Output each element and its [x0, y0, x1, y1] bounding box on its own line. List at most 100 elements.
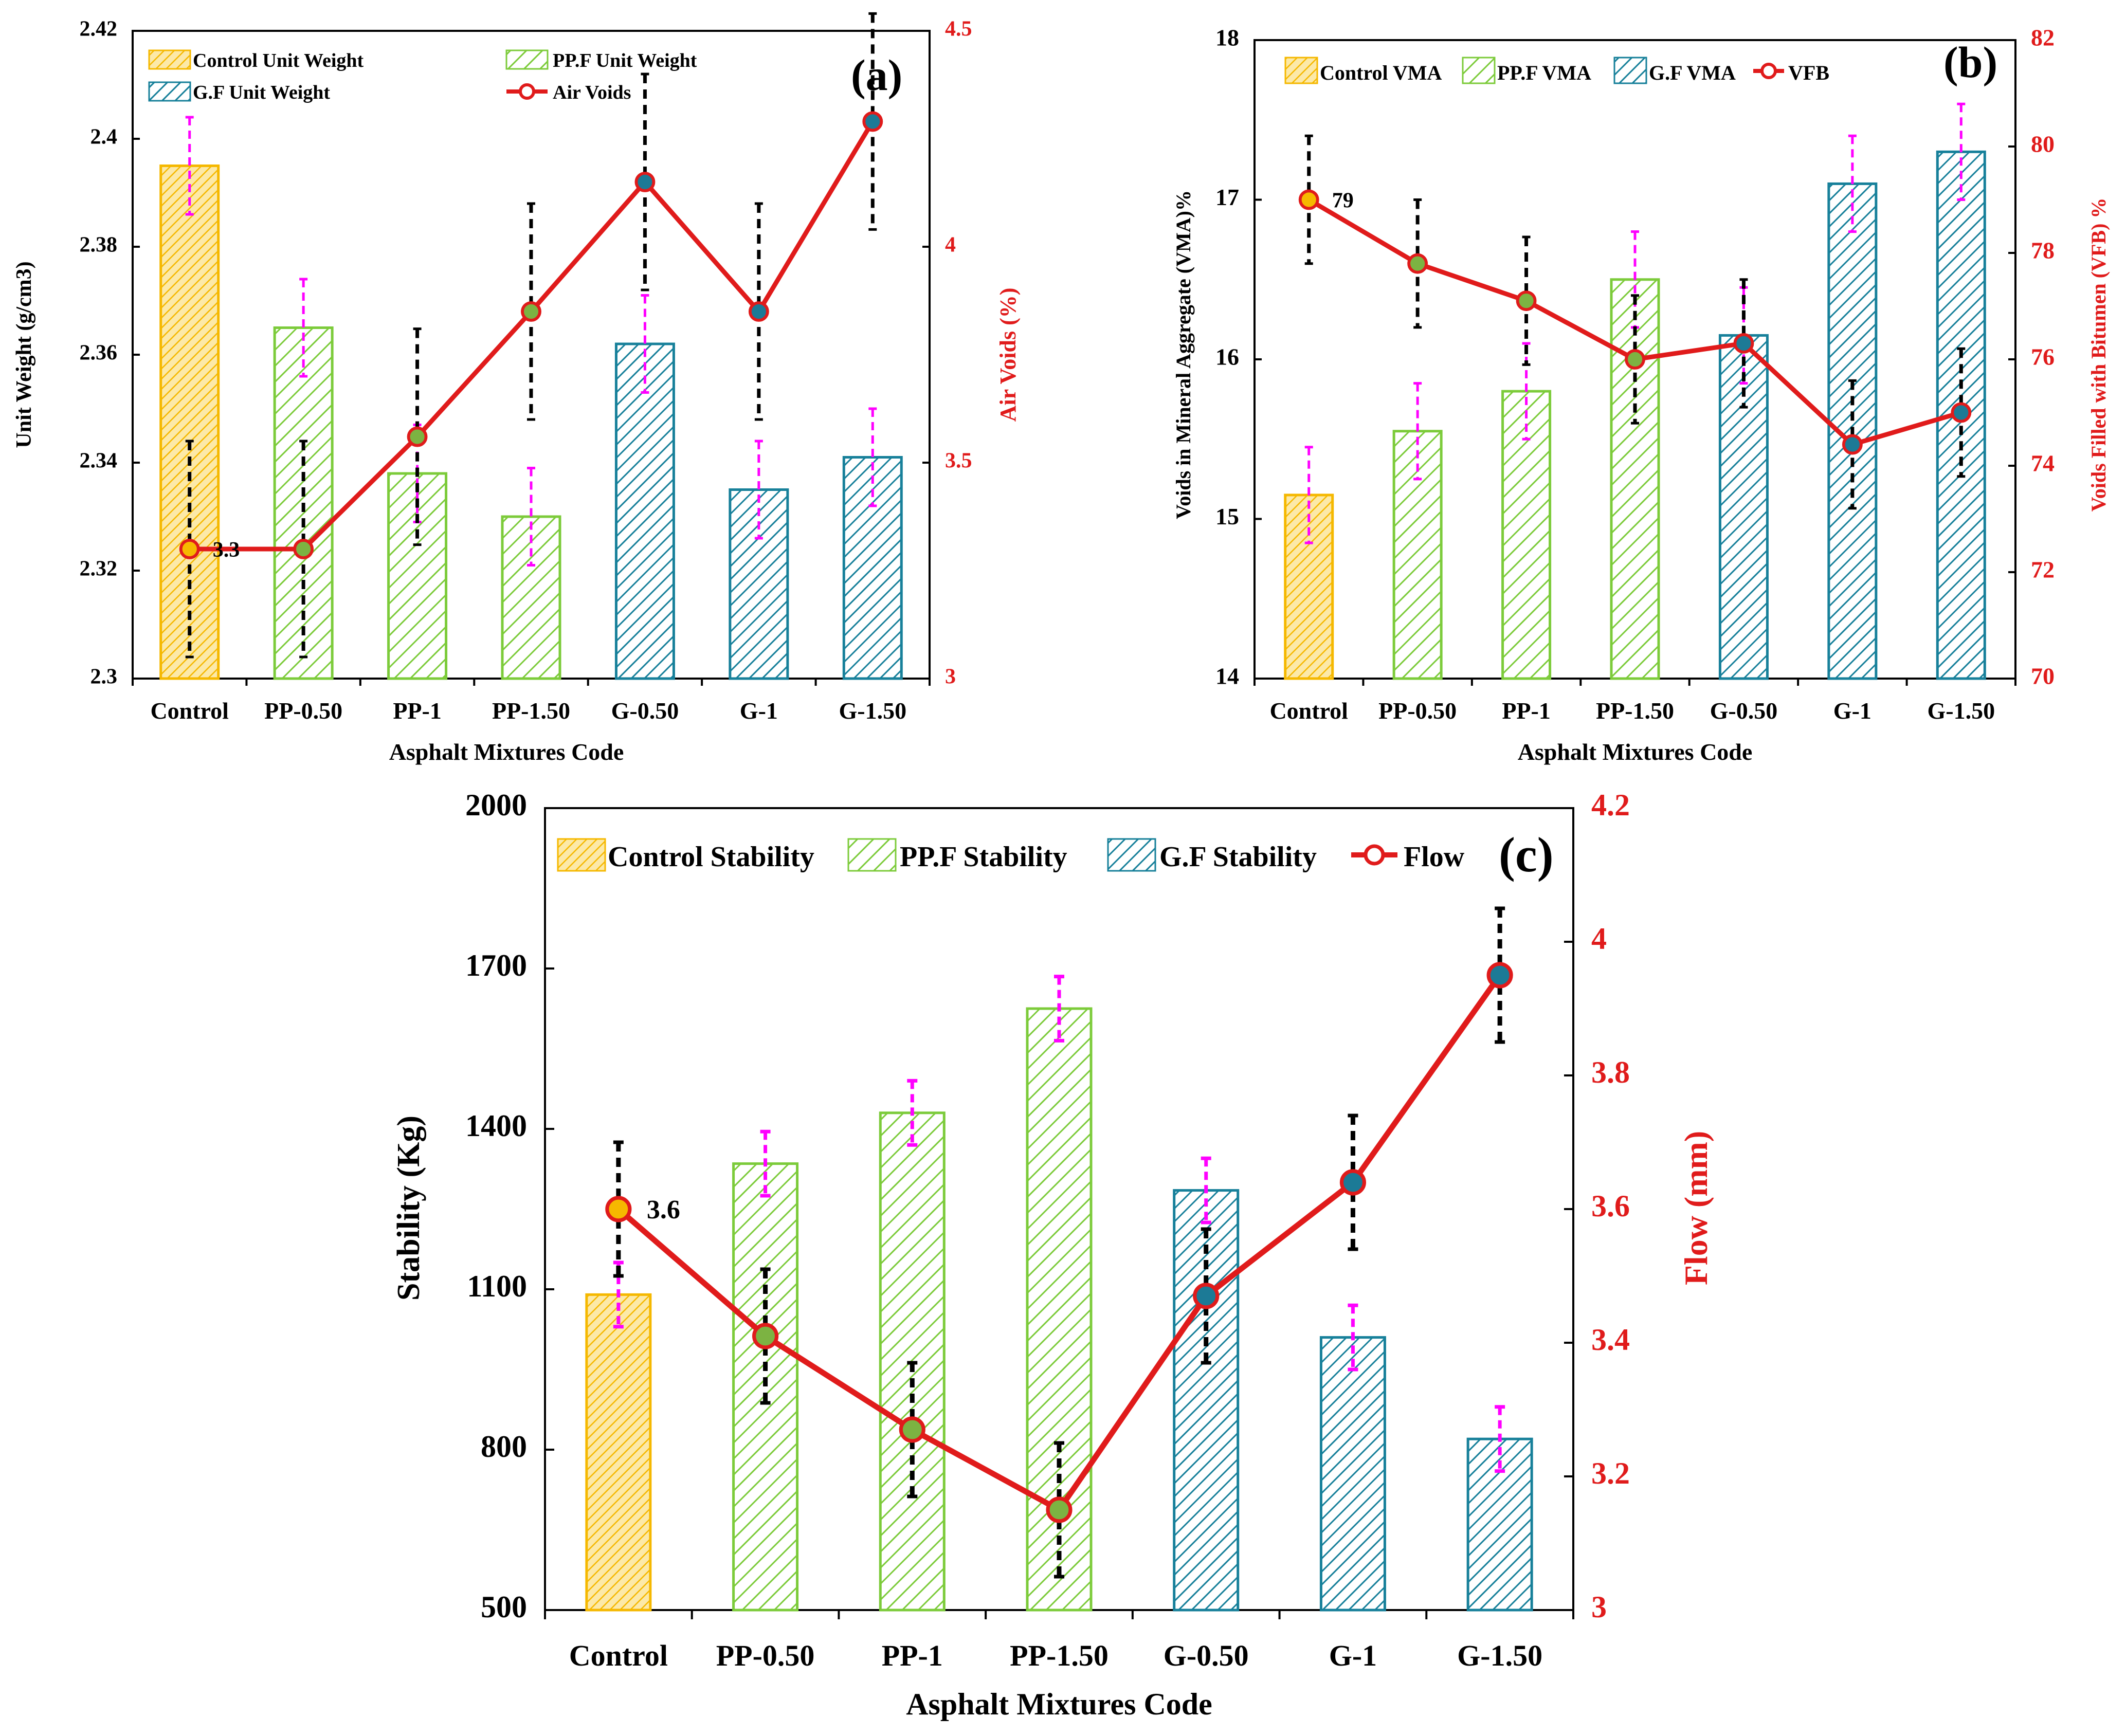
chart-panel-a: 2.3 2.32 2.34 2.36 2.38 2.4 2.42 3 3.5 4 4.5 Cont… [12, 12, 1021, 765]
bar-pp-1 [879, 1111, 946, 1612]
chart-panel-b: 14 15 16 17 18 70 72 74 76 78 80 82 Control PP-0.50… [1172, 25, 2110, 765]
bar-g-0-50 [1718, 334, 1769, 680]
bar-error-bar [299, 278, 308, 378]
x-tick-label: PP-1 [1502, 698, 1551, 724]
line-point [634, 172, 656, 192]
bar-pp-1 [1501, 390, 1552, 680]
y-tick-label: 2.4 [90, 125, 118, 149]
y-axis-title: Voids in Mineral Aggregate (VMA)% [1172, 190, 1195, 519]
line-point [1951, 402, 1972, 423]
x-tick-label: PP-1 [393, 698, 442, 724]
bar-control [159, 165, 220, 680]
y-tick-label: 500 [481, 1590, 527, 1624]
legend-label-line: Air Voids [553, 82, 631, 103]
x-tick-label: PP-0.50 [264, 698, 342, 724]
legend-swatch-ppf [505, 49, 549, 70]
y-tick-label: 800 [481, 1430, 527, 1464]
bar-error-bar [760, 1129, 771, 1198]
y-tick-label: 18 [1215, 25, 1239, 51]
y-tick-label: 17 [1215, 184, 1239, 210]
x-tick-label: G-1.50 [839, 698, 906, 724]
y2-axis-title: Flow (mm) [1678, 1131, 1714, 1285]
y-tick-label: 1100 [467, 1269, 527, 1303]
line-point [1842, 434, 1863, 455]
bar-g-1 [729, 488, 789, 680]
y2-tick-label: 72 [2031, 557, 2055, 583]
bar-error-bar [1054, 975, 1064, 1043]
y-tick-label: 16 [1215, 344, 1239, 370]
y2-tick-label: 3.2 [1591, 1456, 1630, 1490]
line-point [1407, 253, 1428, 274]
bar-error-bar [613, 1260, 624, 1329]
line-point [1625, 349, 1645, 370]
y2-tick-label: 76 [2031, 344, 2055, 370]
legend-label-ppf: PP.F VMA [1497, 61, 1591, 84]
line-point [1298, 189, 1319, 210]
legend-label-gf: G.F Unit Weight [193, 82, 330, 103]
panel-label: (a) [851, 50, 902, 100]
bar-error-bar [527, 467, 535, 567]
y2-tick-label: 3.8 [1591, 1055, 1630, 1089]
bar-g-0-50 [614, 342, 675, 680]
x-axis-title: Asphalt Mixtures Code [389, 739, 624, 765]
legend-line-marker [1364, 844, 1385, 866]
legend-label-ppf: PP.F Stability [900, 841, 1067, 873]
x-tick-label: G-1.50 [1457, 1639, 1542, 1672]
line-point [1046, 1496, 1073, 1523]
line-point [521, 301, 541, 322]
x-tick-label: PP-1.50 [1010, 1639, 1109, 1672]
x-tick-label: G-1.50 [1927, 698, 1995, 724]
chart-panel-c: 500 800 1100 1400 1700 2000 3 3.2 3.4 3.6 3.8 4 4.2… [391, 788, 1714, 1721]
line-point [1193, 1283, 1220, 1309]
y-tick-label: 2.42 [80, 17, 118, 41]
line-point [293, 539, 314, 559]
y2-tick-label: 4 [1591, 922, 1607, 956]
x-tick-label: G-1 [1833, 698, 1871, 724]
x-tick-label: G-0.50 [1164, 1639, 1249, 1672]
bar-error-bar [1201, 1156, 1211, 1225]
line-point [752, 1323, 779, 1349]
line-point [179, 539, 200, 559]
x-axis-title: Asphalt Mixtures Code [1518, 739, 1753, 765]
x-tick-label: PP-1.50 [1596, 698, 1674, 724]
y2-tick-label: 82 [2031, 25, 2055, 51]
y2-tick-label: 3.4 [1591, 1323, 1630, 1357]
y-tick-label: 2.32 [80, 557, 118, 581]
x-tick-label: PP-1.50 [492, 698, 570, 724]
bar-error-bar [1957, 102, 1966, 201]
bar-pp-1 [387, 472, 448, 680]
x-tick-label: Control [1269, 698, 1348, 724]
bar-pp-1-50 [1610, 278, 1660, 680]
y-tick-label: 2.34 [80, 449, 118, 473]
bar-pp-1-50 [501, 515, 561, 680]
legend-label-control: Control Stability [608, 841, 814, 873]
line-data-label: 79 [1332, 189, 1354, 213]
bar-error-bar [1413, 382, 1422, 481]
y2-tick-label: 3.5 [945, 449, 972, 473]
y2-tick-label: 74 [2031, 450, 2055, 477]
y2-tick-label: 78 [2031, 237, 2055, 264]
legend: Control Unit Weight PP.F Unit Weight G.F… [148, 49, 697, 103]
line-point [748, 301, 769, 322]
legend: Control Stability PP.F Stability G.F Sta… [557, 838, 1465, 873]
legend-swatch-control [148, 49, 191, 70]
x-tick-label: G-0.50 [1710, 698, 1778, 724]
y2-tick-label: 80 [2031, 131, 2055, 157]
legend-swatch-gf [148, 81, 191, 102]
line-point [1486, 962, 1513, 989]
bar-control [1284, 494, 1334, 680]
bar-error-bar [1495, 1405, 1505, 1473]
bar-pp-0-50 [732, 1162, 799, 1612]
bar-error-bar [185, 116, 194, 216]
bar-error-bar [1348, 1303, 1358, 1372]
legend-swatch-gf [1107, 838, 1156, 872]
panel-label: (c) [1499, 827, 1554, 882]
y2-tick-label: 4 [945, 233, 956, 257]
line-data-label: 3.6 [647, 1195, 680, 1225]
y-tick-label: 14 [1215, 663, 1239, 689]
y-tick-label: 2.3 [90, 665, 118, 689]
y2-tick-label: 3 [1591, 1590, 1607, 1624]
legend-line-marker [519, 83, 535, 100]
bar-error-bar [1522, 342, 1531, 441]
panel-label: (b) [1943, 38, 1997, 87]
